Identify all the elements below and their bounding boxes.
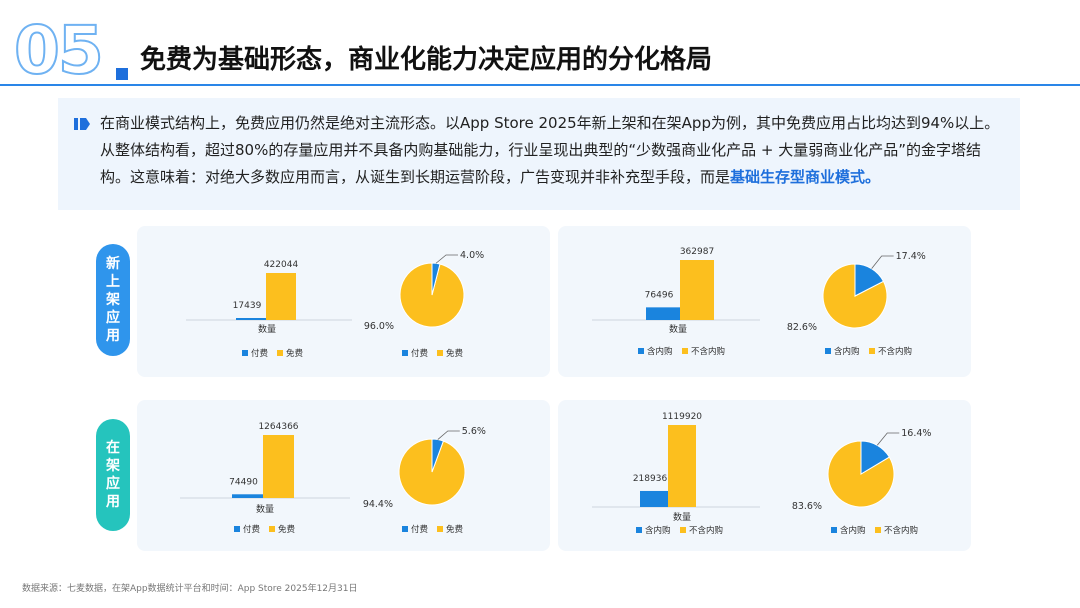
row-label-live-text: 在架应用 (106, 440, 120, 510)
row-label-live: 在架应用 (96, 419, 130, 531)
page-title: 免费为基础形态，商业化能力决定应用的分化格局 (140, 45, 713, 75)
intro-highlight: 基础生存型商业模式。 (730, 168, 881, 186)
header-square-marker (116, 68, 128, 80)
panel-new-iap (558, 226, 971, 377)
panel-live-iap (558, 400, 971, 551)
intro-text-main: 在商业模式结构上，免费应用仍然是绝对主流形态。以App Store 2025年新… (100, 114, 1000, 186)
bullet-arrow-icon (74, 118, 90, 130)
intro-box: 在商业模式结构上，免费应用仍然是绝对主流形态。以App Store 2025年新… (58, 98, 1020, 210)
row-label-new: 新上架应用 (96, 244, 130, 356)
section-number: 05 (13, 12, 105, 89)
panel-new-paid (137, 226, 550, 377)
panel-live-paid (137, 400, 550, 551)
header-divider (0, 84, 1080, 86)
row-label-new-text: 新上架应用 (106, 256, 120, 344)
intro-text: 在商业模式结构上，免费应用仍然是绝对主流形态。以App Store 2025年新… (100, 110, 1005, 191)
footer-source: 数据来源：七麦数据，在架App数据统计平台和时间：App Store 2025年… (22, 584, 358, 594)
